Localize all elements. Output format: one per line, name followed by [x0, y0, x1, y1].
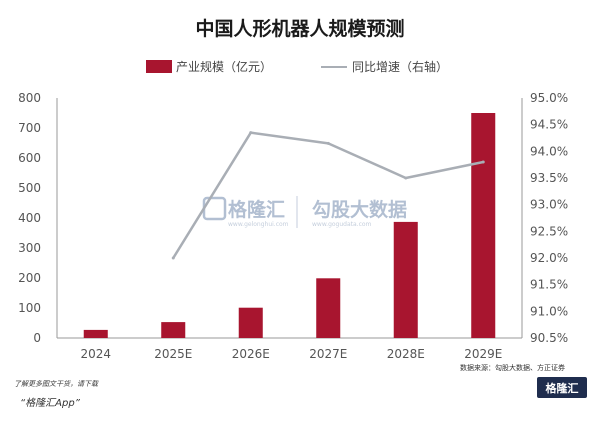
growth-point	[249, 131, 253, 135]
legend: 产业规模（亿元） 同比增速（右轴）	[146, 59, 448, 74]
x-tick-label: 2028E	[387, 347, 425, 361]
y-tick-label: 300	[18, 241, 41, 255]
watermark-brand-left: 格隆汇	[228, 198, 285, 221]
watermark-brand-left-url: www.gelonghui.com	[228, 221, 289, 228]
growth-point	[326, 141, 330, 145]
y-tick-label: 600	[18, 151, 41, 165]
y-tick-label: 700	[18, 121, 41, 135]
footer-logo-badge	[537, 377, 587, 398]
bar	[83, 329, 108, 338]
legend-line-label: 同比增速（右轴）	[352, 59, 448, 74]
y2-tick-label: 92.5%	[530, 224, 568, 238]
source-note: 数据来源：勾股大数据、方正证券	[460, 363, 565, 372]
x-tick-label: 2027E	[309, 347, 347, 361]
x-tick-label: 2025E	[154, 347, 192, 361]
y2-tick-label: 91.5%	[530, 278, 568, 292]
y-tick-label: 0	[33, 331, 41, 345]
footer-app-link[interactable]: “格隆汇App”	[20, 397, 81, 409]
y2-tick-label: 92.0%	[530, 251, 568, 265]
growth-point	[481, 160, 485, 164]
bar	[238, 307, 263, 338]
y2-tick-label: 90.5%	[530, 331, 568, 345]
y-tick-label: 400	[18, 211, 41, 225]
y2-tick-label: 94.5%	[530, 118, 568, 132]
watermark-brand-right-url: www.gogudata.com	[312, 221, 372, 228]
bar	[316, 278, 341, 338]
y2-tick-label: 95.0%	[530, 91, 568, 105]
watermark: 格隆汇 www.gelonghui.com 勾股大数据 www.gogudata…	[202, 196, 407, 228]
x-tick-label: 2029E	[464, 347, 502, 361]
legend-bar-label: 产业规模（亿元）	[176, 59, 272, 74]
legend-bar-swatch	[146, 60, 172, 73]
growth-point	[171, 256, 175, 260]
chart-title: 中国人形机器人规模预测	[195, 17, 404, 40]
y-tick-label: 200	[18, 271, 41, 285]
y-tick-label: 500	[18, 181, 41, 195]
y2-tick-label: 93.5%	[530, 171, 568, 185]
y-tick-label: 100	[18, 301, 41, 315]
growth-point	[404, 176, 408, 180]
bar	[161, 322, 186, 338]
y2-tick-label: 91.0%	[530, 304, 568, 318]
watermark-brand-right: 勾股大数据	[312, 198, 407, 221]
x-tick-label: 2026E	[232, 347, 270, 361]
y2-tick-label: 93.0%	[530, 198, 568, 212]
bar	[393, 221, 418, 338]
footer-logo-text: 格隆汇	[546, 381, 579, 395]
y2-tick-label: 94.0%	[530, 144, 568, 158]
bar	[471, 113, 496, 338]
plot-area: 0 100 200 300 400 500 600 700 800 90.5% 91.0% 91.5%…	[18, 91, 568, 361]
x-tick-label: 2024	[80, 347, 111, 361]
growth-line	[172, 131, 484, 259]
y-tick-label: 800	[18, 91, 41, 105]
footer-hint: 了解更多图文干货，请下载	[14, 380, 99, 388]
footer-logo: 格隆汇	[537, 377, 587, 398]
